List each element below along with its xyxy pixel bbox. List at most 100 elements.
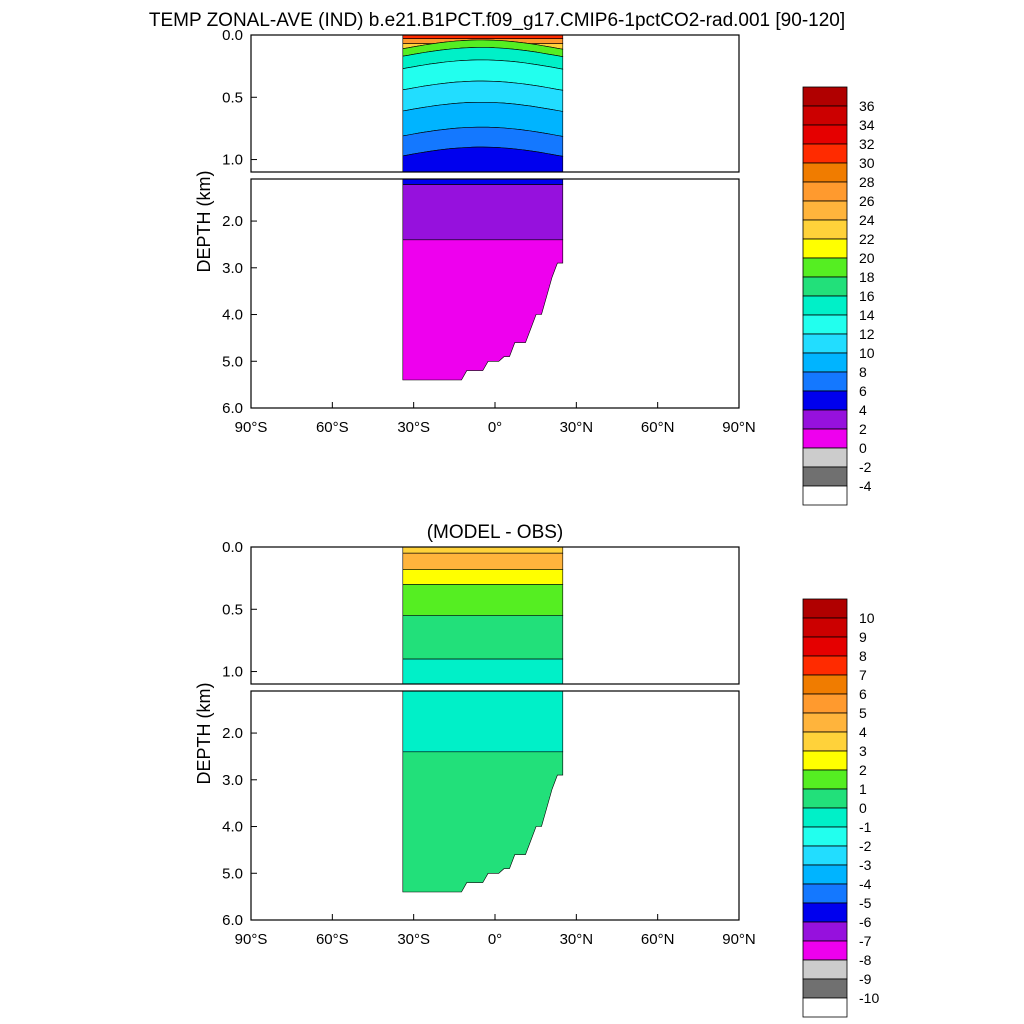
colorbar-label: -6 [859, 914, 872, 930]
colorbar-label: -5 [859, 895, 872, 911]
panel-1: 0.0 0.5 1.0 2.0 3.0 4.0 5.0 6.0 90°S 60°S 30°S 0° 30… [194, 27, 875, 506]
colorbar-swatch [802, 693, 848, 714]
y-tick-label: 3.0 [222, 772, 243, 789]
x-tick-label: 30°S [397, 931, 430, 948]
colorbar-label: -10 [859, 990, 879, 1006]
colorbar-swatch [802, 124, 848, 145]
colorbar-swatch [802, 712, 848, 733]
colorbar-label: 3 [859, 743, 867, 759]
y-tick-label: 3.0 [222, 260, 243, 277]
y-tick-label: 0.5 [222, 89, 243, 106]
contour-band [402, 546, 564, 554]
y-tick-label: 1.0 [222, 664, 243, 681]
colorbar-label: -4 [859, 478, 872, 494]
x-tick-label: 90°S [235, 931, 268, 948]
colorbar-swatch [802, 959, 848, 980]
colorbar-swatch [802, 295, 848, 316]
y-tick-label: 2.0 [222, 213, 243, 230]
panel-gap [250, 684, 740, 691]
colorbar-label: 18 [859, 269, 875, 285]
colorbar-label: 0 [859, 800, 867, 816]
colorbar-swatch [802, 598, 848, 619]
colorbar-label: 34 [859, 117, 875, 133]
contour-field [402, 34, 564, 381]
contour-band [402, 552, 564, 570]
colorbar-label: -4 [859, 876, 872, 892]
panel-gap [250, 172, 740, 179]
colorbar-label: 8 [859, 364, 867, 380]
upper-frame [250, 34, 740, 173]
colorbar-label: 5 [859, 705, 867, 721]
colorbar-label: 12 [859, 326, 875, 342]
colorbar-swatch [802, 390, 848, 411]
colorbar-swatch [802, 466, 848, 487]
colorbar-swatch [802, 409, 848, 430]
colorbar-label: 4 [859, 724, 867, 740]
y-tick-label: 0.0 [222, 27, 243, 44]
colorbar-swatch [802, 86, 848, 107]
colorbar-label: -7 [859, 933, 872, 949]
contour-band [402, 239, 564, 381]
colorbar-swatch [802, 845, 848, 866]
x-tick-label: 90°S [235, 419, 268, 436]
colorbar-swatch [802, 807, 848, 828]
contour-band [402, 658, 564, 753]
colorbar-swatch [802, 902, 848, 923]
colorbar-label: -1 [859, 819, 872, 835]
x-tick-label: 90°N [722, 419, 756, 436]
colorbar-swatch [802, 921, 848, 942]
colorbar-swatch [802, 883, 848, 904]
colorbar-swatch [802, 655, 848, 676]
contour-band [402, 615, 564, 660]
x-tick-label: 0° [488, 419, 502, 436]
contour-band [402, 751, 564, 893]
colorbar-label: 4 [859, 402, 867, 418]
colorbar-label: -3 [859, 857, 872, 873]
colorbar-swatch [802, 352, 848, 373]
x-tick-label: 30°N [560, 931, 594, 948]
colorbar-label: 30 [859, 155, 875, 171]
colorbar-swatch [802, 257, 848, 278]
colorbar-swatch [802, 636, 848, 657]
y-axis-label: DEPTH (km) [194, 683, 214, 785]
colorbar-swatch [802, 978, 848, 999]
figure-title: TEMP ZONAL-AVE (IND) b.e21.B1PCT.f09_g17… [149, 10, 845, 31]
colorbar-label: 6 [859, 383, 867, 399]
colorbar-swatch [802, 940, 848, 961]
contour-band [402, 184, 564, 241]
colorbar-swatch [802, 143, 848, 164]
y-tick-label: 5.0 [222, 353, 243, 370]
x-tick-label: 90°N [722, 931, 756, 948]
colorbar-swatch [802, 826, 848, 847]
colorbar-label: 0 [859, 440, 867, 456]
colorbar-label: 22 [859, 231, 875, 247]
colorbar-swatch [802, 333, 848, 354]
colorbar-swatch [802, 276, 848, 297]
colorbar-swatch [802, 181, 848, 202]
colorbar-swatch [802, 428, 848, 449]
y-axis-label: DEPTH (km) [194, 171, 214, 273]
panel-2: (MODEL - OBS)0.00.51.02.03.04.05.06.090°… [194, 522, 879, 1018]
upper-frame [250, 546, 740, 685]
colorbar-label: 24 [859, 212, 875, 228]
y-tick-label: 6.0 [222, 400, 243, 417]
colorbar-swatch [802, 200, 848, 221]
contour-band [402, 584, 564, 616]
colorbar-label: 28 [859, 174, 875, 190]
colorbar-swatch [802, 674, 848, 695]
colorbar-swatch [802, 447, 848, 468]
colorbar-label: 10 [859, 610, 875, 626]
colorbar-label: 2 [859, 421, 867, 437]
colorbar-swatch [802, 105, 848, 126]
x-tick-label: 60°N [641, 419, 675, 436]
y-tick-label: 0.0 [222, 539, 243, 556]
panel-title: (MODEL - OBS) [427, 522, 564, 543]
colorbar-swatch [802, 162, 848, 183]
x-tick-label: 60°S [316, 419, 349, 436]
colorbar-label: -9 [859, 971, 872, 987]
colorbar-label: 32 [859, 136, 875, 152]
y-tick-label: 1.0 [222, 152, 243, 169]
colorbar-label: 2 [859, 762, 867, 778]
